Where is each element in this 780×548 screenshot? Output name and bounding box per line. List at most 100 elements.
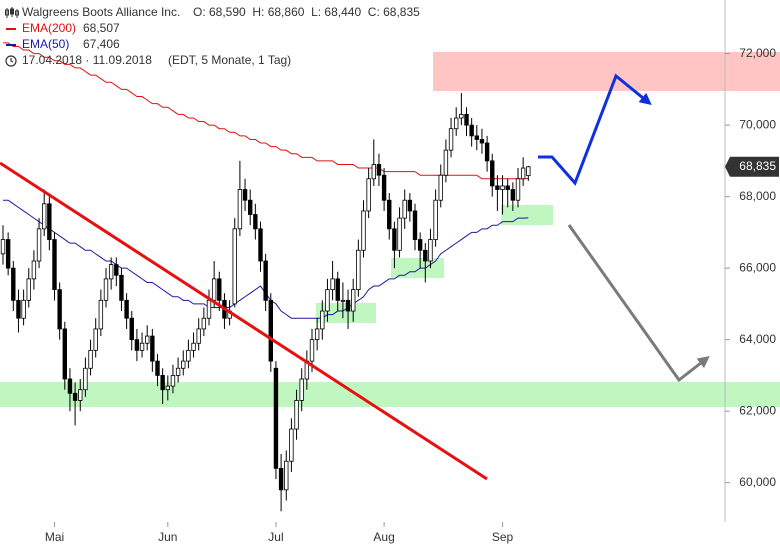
candle-body bbox=[350, 289, 356, 312]
candle-body bbox=[160, 375, 165, 391]
y-tick-label: 60,000 bbox=[739, 475, 776, 489]
candle-body bbox=[479, 139, 485, 144]
y-tick-label: 64,000 bbox=[739, 332, 776, 346]
candle-body bbox=[484, 142, 490, 162]
candle-body bbox=[119, 274, 124, 301]
x-tick-label: Jun bbox=[158, 530, 177, 544]
candle-body bbox=[474, 135, 479, 140]
candle-body bbox=[335, 278, 340, 301]
x-tick-label: Jul bbox=[268, 530, 283, 544]
candle-body bbox=[83, 367, 88, 391]
y-tick-label: 62,000 bbox=[739, 403, 776, 417]
candle-body bbox=[443, 149, 449, 176]
candle-body bbox=[520, 167, 526, 180]
candle-body bbox=[217, 278, 222, 301]
y-tick-label: 72,000 bbox=[739, 46, 776, 60]
candle-body bbox=[314, 328, 320, 341]
x-tick-label: Sep bbox=[492, 530, 514, 544]
date-range: 17.04.2018 · 11.09.2018 bbox=[22, 53, 152, 67]
candle-body bbox=[309, 339, 315, 362]
x-tick-label: Mai bbox=[45, 530, 64, 544]
candle-body bbox=[412, 210, 418, 240]
candle-body bbox=[196, 328, 201, 344]
candle-body bbox=[134, 339, 140, 351]
annotations bbox=[0, 73, 710, 481]
candle-body bbox=[47, 203, 52, 240]
candle-body bbox=[114, 264, 119, 276]
candle-body bbox=[330, 278, 335, 291]
candle-body bbox=[356, 249, 361, 291]
candle-body bbox=[186, 349, 191, 362]
candle-body bbox=[72, 392, 78, 401]
chart-icon bbox=[5, 7, 19, 18]
zones bbox=[0, 52, 780, 407]
candle-body bbox=[78, 389, 83, 401]
candle-body bbox=[5, 239, 11, 269]
clock-icon bbox=[10, 58, 14, 63]
period: (EDT, 5 Monate, 1 Tag) bbox=[168, 53, 291, 67]
candle-body bbox=[237, 189, 243, 230]
candle-body bbox=[26, 278, 31, 301]
candle-body bbox=[371, 164, 376, 180]
candle-body bbox=[459, 114, 464, 119]
clock-icon bbox=[5, 55, 17, 67]
legend: EMA(200) 68,507 EMA(50) 67,406 bbox=[6, 21, 120, 51]
candle-body bbox=[165, 385, 170, 391]
candle-body bbox=[273, 367, 279, 469]
candle-body bbox=[206, 299, 212, 319]
candle-body bbox=[263, 260, 268, 301]
header: Walgreens Boots Alliance Inc. O: 68,590 … bbox=[5, 5, 420, 67]
candle-body bbox=[510, 189, 516, 201]
candle-body bbox=[253, 214, 258, 230]
candle-body bbox=[52, 239, 57, 291]
candle-body bbox=[103, 278, 109, 301]
candle-body bbox=[129, 317, 134, 341]
candle-body bbox=[325, 289, 330, 312]
candle-body bbox=[0, 239, 6, 255]
candle-body bbox=[175, 367, 181, 376]
ohlc-label: O: 68,590 H: 68,860 L: 68,440 C: 68,835 bbox=[193, 5, 420, 19]
candle-body bbox=[433, 199, 438, 240]
candle-body bbox=[490, 160, 495, 187]
candle-body bbox=[366, 178, 371, 212]
candle-body bbox=[16, 299, 21, 319]
candle-body bbox=[340, 299, 346, 302]
candle-body bbox=[170, 375, 176, 387]
candle-body bbox=[258, 228, 263, 262]
candle-body bbox=[392, 228, 397, 251]
candle-body bbox=[57, 289, 62, 330]
candle-body bbox=[98, 299, 104, 330]
scenario-arrow bbox=[567, 224, 710, 383]
candle-body bbox=[144, 335, 150, 344]
candle-body bbox=[150, 335, 155, 362]
candle-body bbox=[31, 260, 37, 280]
candle-body bbox=[155, 360, 160, 376]
candle-body bbox=[515, 178, 521, 201]
candle-body bbox=[464, 114, 469, 126]
candle-body bbox=[108, 264, 114, 280]
candle-body bbox=[201, 317, 207, 330]
candle-body bbox=[42, 203, 47, 230]
candle-body bbox=[526, 166, 531, 176]
legend-value: 67,406 bbox=[83, 37, 120, 51]
candle-body bbox=[376, 164, 382, 176]
legend-label: EMA(50) bbox=[22, 37, 69, 51]
candle-body bbox=[387, 199, 392, 230]
candle-body bbox=[299, 378, 304, 401]
candle-body bbox=[469, 124, 474, 137]
candle-body bbox=[11, 267, 16, 301]
candle-body bbox=[407, 199, 413, 212]
candle-body bbox=[211, 278, 217, 301]
legend-value: 68,507 bbox=[83, 21, 120, 35]
candle-body bbox=[505, 185, 510, 190]
chart-title: Walgreens Boots Alliance Inc. bbox=[22, 5, 180, 19]
candle-body bbox=[402, 199, 407, 219]
candle-body bbox=[242, 189, 248, 201]
support-zone bbox=[316, 303, 376, 323]
candle-body bbox=[67, 378, 73, 394]
support-zone bbox=[501, 205, 553, 225]
support-zone bbox=[0, 382, 780, 407]
candle-body bbox=[361, 210, 366, 251]
resistance-zone bbox=[433, 52, 780, 91]
candle-body bbox=[139, 342, 145, 351]
